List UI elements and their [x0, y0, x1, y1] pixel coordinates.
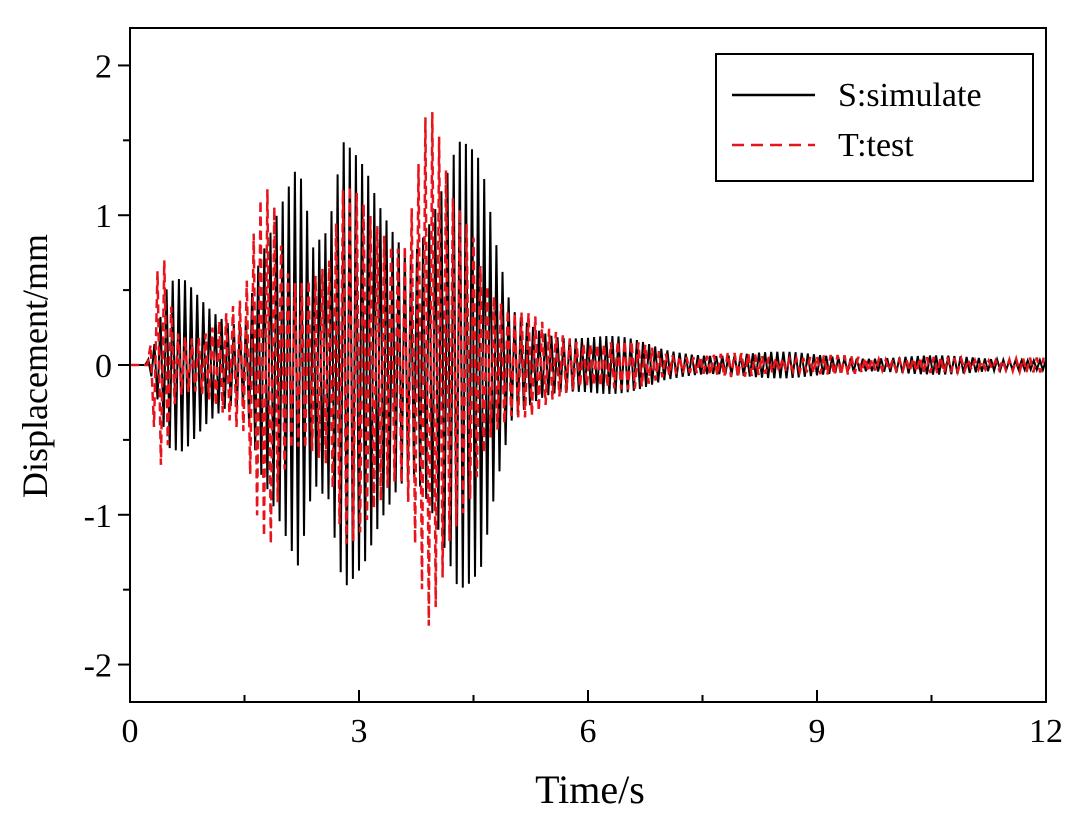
x-tick-label: 6: [580, 713, 597, 750]
legend-label-simulate: S:simulate: [838, 77, 982, 114]
x-tick-label: 9: [809, 713, 826, 750]
series-line-test: [130, 112, 1045, 626]
y-tick-label: 1: [95, 198, 112, 235]
y-tick-label: 0: [95, 348, 112, 385]
y-tick-label: -2: [84, 648, 112, 685]
x-tick-label: 0: [122, 713, 139, 750]
y-axis-label: Displacement/mm: [15, 234, 55, 498]
series-line-simulate: [130, 141, 1046, 588]
x-tick-label: 3: [351, 713, 368, 750]
legend: S:simulate T:test: [715, 53, 1034, 182]
legend-box: [715, 53, 1034, 182]
x-axis-label: Time/s: [535, 767, 645, 812]
x-tick-label: 12: [1029, 713, 1063, 750]
y-tick-label: -1: [84, 498, 112, 535]
series-layer: [130, 112, 1046, 626]
y-tick-label: 2: [95, 48, 112, 85]
legend-label-test: T:test: [838, 127, 914, 164]
